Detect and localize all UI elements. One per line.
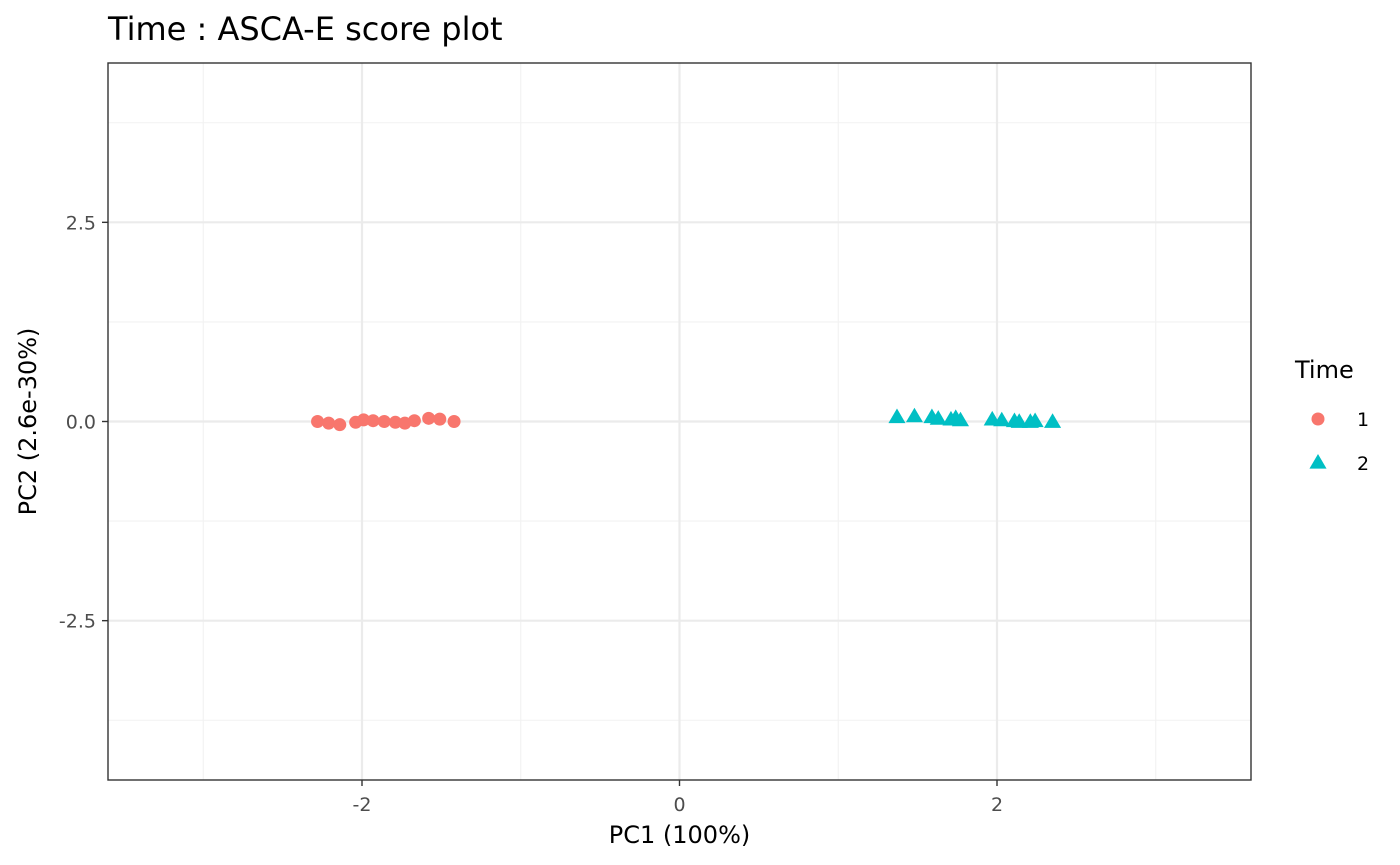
axes: -2 0 2 2.5 0.0 -2.5 xyxy=(59,212,1003,816)
series-2-point xyxy=(905,407,923,423)
data-points xyxy=(311,407,1062,432)
x-tick-label: -2 xyxy=(353,794,372,816)
series-2-point xyxy=(1010,413,1028,428)
legend-key-2 xyxy=(1309,454,1327,469)
series-2-point xyxy=(993,411,1011,427)
y-tick-label: -2.5 xyxy=(59,611,96,633)
legend-label-2: 2 xyxy=(1357,453,1369,475)
series-1-point xyxy=(377,415,391,428)
legend: Time 1 2 xyxy=(1294,356,1369,475)
series-1-point xyxy=(357,413,371,427)
series-2-point xyxy=(1026,412,1044,428)
series-2-point xyxy=(1044,413,1062,428)
y-axis-title: PC2 (2.6e-30%) xyxy=(14,328,42,516)
series-2-point xyxy=(888,408,906,424)
chart-title: Time : ASCA-E score plot xyxy=(107,10,503,48)
y-tick-label: 2.5 xyxy=(66,212,96,234)
legend-key-1 xyxy=(1311,412,1325,426)
series-1-point xyxy=(311,415,325,428)
series-1-point xyxy=(388,415,402,429)
series-2-point xyxy=(951,411,970,427)
series-2-point xyxy=(929,410,947,425)
grid xyxy=(108,63,1251,780)
series-1-point xyxy=(433,412,447,426)
x-tick-label: 2 xyxy=(991,794,1003,816)
y-tick-label: 0.0 xyxy=(66,412,96,434)
series-1-point xyxy=(447,415,461,428)
series-1-point xyxy=(333,418,347,432)
series-1-point xyxy=(407,414,421,428)
series-1-point xyxy=(322,416,336,430)
legend-label-1: 1 xyxy=(1357,409,1369,431)
x-tick-label: 0 xyxy=(673,794,685,816)
x-axis-title: PC1 (100%) xyxy=(609,821,750,849)
series-1-point xyxy=(422,411,436,425)
legend-title: Time xyxy=(1294,356,1354,384)
series-1-point xyxy=(366,414,380,428)
